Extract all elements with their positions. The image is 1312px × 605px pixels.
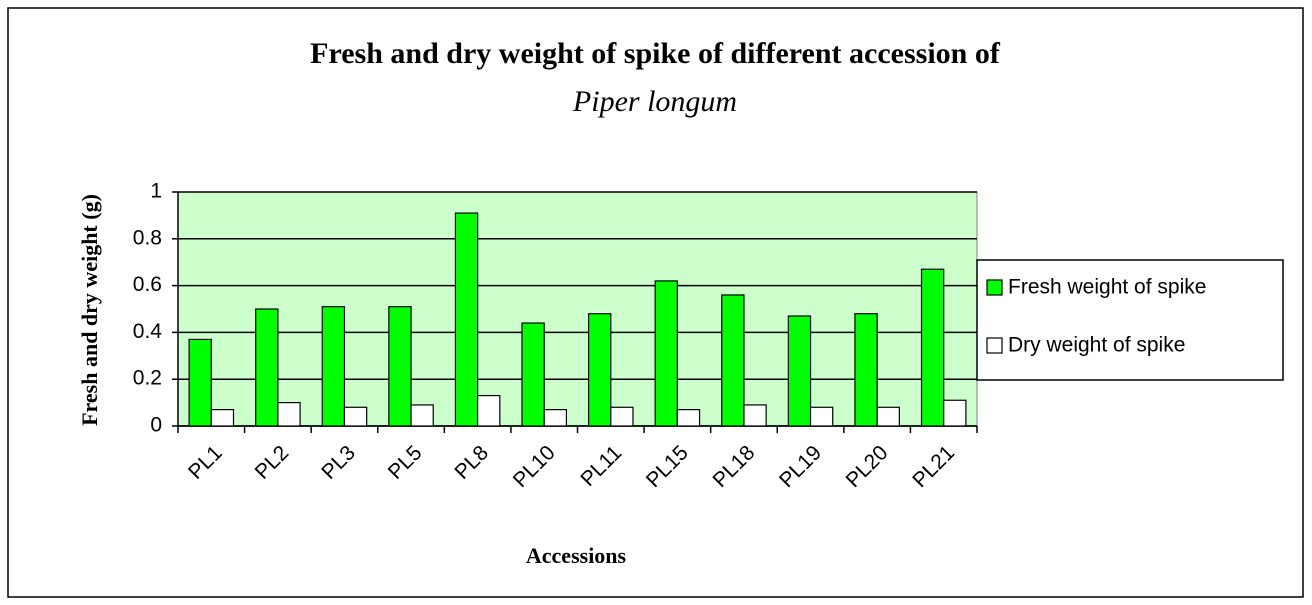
bar [943, 399, 967, 427]
y-tick-label: 0.6 [133, 273, 162, 296]
legend-box [976, 259, 1284, 381]
x-axis-title: Accessions [526, 543, 627, 568]
bar [721, 294, 745, 427]
bar [543, 409, 568, 427]
y-tick-label: 1 [150, 180, 162, 203]
bar [388, 306, 412, 427]
bar [787, 315, 812, 427]
y-tick-label: 0.8 [133, 226, 162, 249]
bar [521, 322, 545, 427]
bar [676, 409, 701, 427]
bar [188, 338, 212, 427]
bar [255, 308, 279, 427]
bar [587, 313, 612, 427]
y-axis-title: Fresh and dry weight (g) [77, 194, 102, 426]
bar [743, 404, 767, 427]
chart-title-italic: Piper longum [572, 85, 737, 118]
bar [210, 409, 235, 427]
y-tick-label: 0 [150, 414, 162, 437]
bar [854, 313, 878, 427]
bar [809, 406, 834, 427]
legend-label: Fresh weight of spike [1008, 276, 1206, 299]
plot-area [177, 191, 978, 427]
legend-swatch [986, 279, 1003, 296]
bar [454, 212, 479, 427]
bar [410, 404, 434, 427]
bar [343, 406, 368, 427]
legend-label: Dry weight of spike [1008, 334, 1185, 357]
bar [876, 406, 900, 427]
bar [610, 406, 634, 427]
y-tick-label: 0.4 [133, 320, 163, 343]
bar [321, 306, 346, 427]
legend-swatch [986, 337, 1003, 354]
chart-title: Fresh and dry weight of spike of differe… [310, 37, 1001, 70]
bar [477, 394, 501, 427]
y-tick-label: 0.2 [133, 367, 162, 390]
bar [920, 268, 945, 427]
bar [277, 402, 301, 427]
bar [654, 280, 678, 427]
